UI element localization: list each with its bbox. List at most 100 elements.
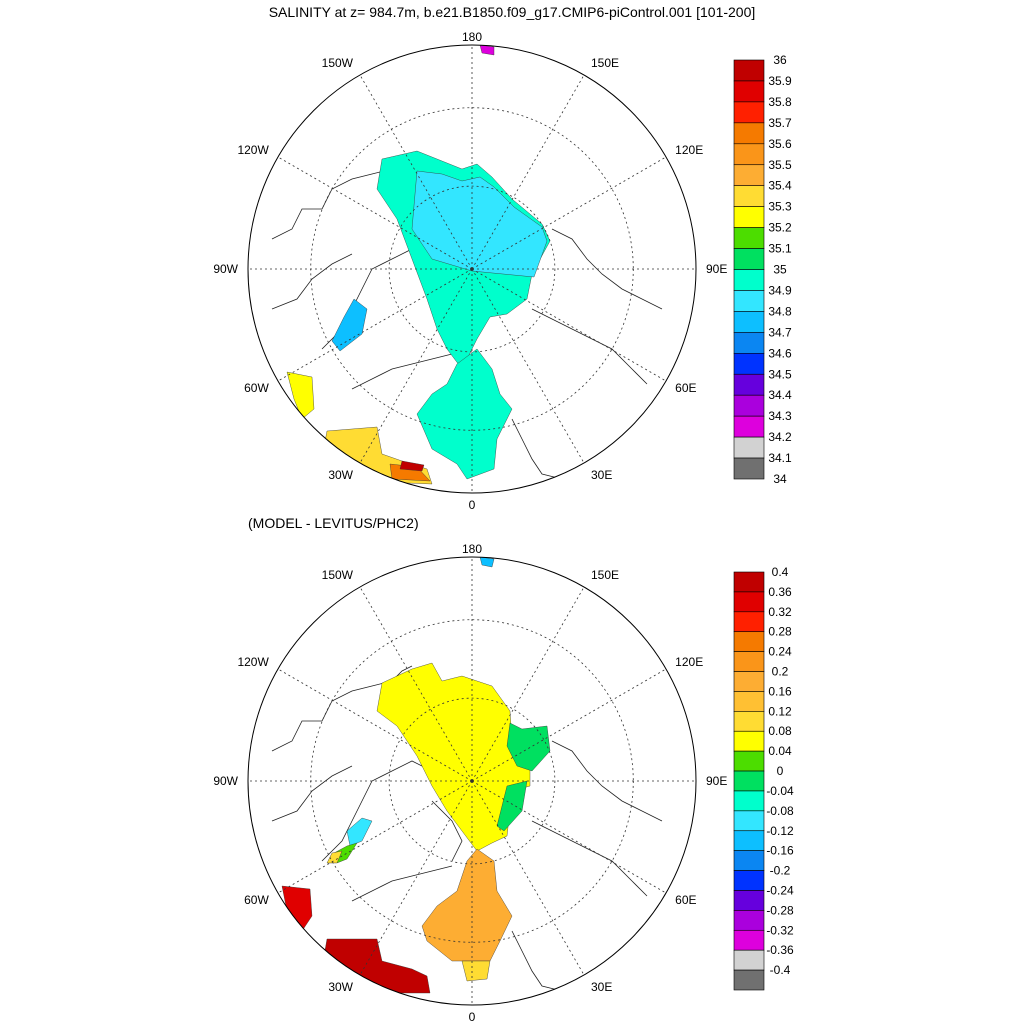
- colorbar-label: 35.2: [768, 221, 792, 235]
- longitude-label: 60W: [244, 381, 269, 395]
- coastline: [511, 930, 563, 992]
- colorbar-swatch: [733, 185, 765, 207]
- meridian-line: [471, 780, 667, 894]
- colorbar-swatch: [733, 373, 765, 396]
- colorbar-swatch: [733, 436, 765, 459]
- colorbar-swatch: [733, 290, 765, 312]
- colorbar-label: 34.1: [768, 451, 792, 465]
- colorbar-swatch: [733, 122, 765, 145]
- difference-map-panel: (MODEL - LEVITUS/PHC2) 180 150E 120E 90E 60E 3…: [213, 515, 794, 1024]
- colorbar-label: 0.16: [768, 684, 792, 698]
- longitude-label: 0: [469, 1010, 476, 1024]
- colorbar-label: 35.3: [768, 200, 792, 214]
- latitude-circle: [388, 697, 556, 865]
- colorbar-swatch: [733, 394, 765, 417]
- meridian-line: [359, 780, 473, 976]
- meridian-line: [471, 268, 667, 382]
- coastline: [321, 760, 433, 862]
- meridian-line: [277, 780, 473, 894]
- colorbar-swatch: [733, 730, 765, 752]
- colorbar-swatch: [733, 457, 765, 480]
- coastline: [511, 418, 563, 480]
- colorbar-label: 34.5: [768, 367, 792, 381]
- colorbar-label: -0.04: [766, 784, 794, 798]
- colorbar-swatch: [733, 59, 765, 82]
- colorbar-swatch: [733, 969, 765, 991]
- colorbar-label: -0.2: [770, 864, 791, 878]
- colorbar-label: 35.9: [768, 74, 792, 88]
- colorbar-swatch: [733, 415, 765, 438]
- colorbar-swatch: [733, 611, 765, 633]
- colorbar-swatch: [733, 651, 765, 672]
- colorbar-swatch: [733, 910, 765, 931]
- coastline: [271, 765, 353, 822]
- map-boundary: [247, 556, 697, 1006]
- colorbar-label: -0.08: [766, 804, 794, 818]
- colorbar-label: 35.4: [768, 179, 792, 193]
- colorbar-swatch: [733, 571, 765, 593]
- colorbar-swatch: [733, 352, 765, 375]
- colorbar-swatch: [733, 101, 765, 124]
- meridian-line: [277, 268, 473, 382]
- colorbar-label: 0.32: [768, 605, 792, 619]
- colorbar-swatch: [733, 631, 765, 652]
- colorbar-label: 35.6: [768, 137, 792, 151]
- longitude-label: 90E: [706, 774, 727, 788]
- chart-title: SALINITY at z= 984.7m, b.e21.B1850.f09_g…: [269, 4, 756, 20]
- meridian-line: [471, 156, 667, 270]
- colorbar-swatch: [733, 248, 765, 270]
- colorbar-label: -0.12: [766, 824, 794, 838]
- colorbar-label: 34.2: [768, 430, 792, 444]
- longitude-label: 30E: [591, 980, 612, 994]
- map-area: [271, 45, 663, 485]
- longitude-label: 150W: [322, 56, 354, 70]
- longitude-label: 90E: [706, 262, 727, 276]
- colorbar-label: 34.7: [768, 325, 792, 339]
- longitude-label: 30W: [328, 468, 353, 482]
- colorbar-swatch: [733, 890, 765, 911]
- meridian-line: [359, 586, 473, 782]
- map-boundary: [247, 44, 697, 494]
- colorbar-label: -0.32: [766, 923, 794, 937]
- region-eurasian-basin: [411, 170, 548, 278]
- colorbar-label: 0: [777, 764, 784, 778]
- colorbar-label: 34.8: [768, 304, 792, 318]
- salinity-map-panel: SALINITY at z= 984.7m, b.e21.B1850.f09_g…: [213, 4, 792, 512]
- coastline: [551, 228, 663, 310]
- colorbar-swatch: [733, 227, 765, 249]
- longitude-label: 30E: [591, 468, 612, 482]
- longitude-label: 150E: [591, 56, 619, 70]
- region-baffin-bay-c: [326, 850, 343, 864]
- colorbar-label: -0.28: [766, 903, 794, 917]
- longitude-label: 90W: [213, 774, 238, 788]
- meridian-line: [471, 74, 585, 270]
- colorbar-swatch: [733, 206, 765, 228]
- coastline: [351, 865, 453, 902]
- colorbar-label: 0.04: [768, 744, 792, 758]
- colorbar-swatch: [733, 750, 765, 772]
- longitude-label: 120E: [675, 655, 703, 669]
- meridian-line: [277, 156, 473, 270]
- colorbar-swatch: [733, 790, 765, 812]
- longitude-label: 120E: [675, 143, 703, 157]
- coastline: [351, 353, 453, 390]
- colorbar-swatch: [733, 850, 765, 871]
- colorbar-label: 35.8: [768, 95, 792, 109]
- colorbar-label: -0.4: [770, 963, 791, 977]
- meridian-line: [471, 780, 585, 976]
- meridian-line: [471, 668, 667, 782]
- region-nordic-seas-edge: [461, 960, 491, 982]
- colorbar-label: 0.2: [772, 665, 789, 679]
- coastline: [531, 820, 648, 897]
- meridian-line: [471, 586, 585, 782]
- meridian-line: [471, 268, 585, 464]
- longitude-label: 150W: [322, 568, 354, 582]
- meridian-line: [359, 268, 473, 464]
- colorbar-swatch: [733, 691, 765, 712]
- longitude-label: 60W: [244, 893, 269, 907]
- colorbar-swatch: [733, 949, 765, 971]
- region-chukchi-spot: [479, 45, 495, 56]
- region-labrador-sea: [281, 885, 313, 932]
- longitude-label: 150E: [591, 568, 619, 582]
- colorbar-label: 0.36: [768, 585, 792, 599]
